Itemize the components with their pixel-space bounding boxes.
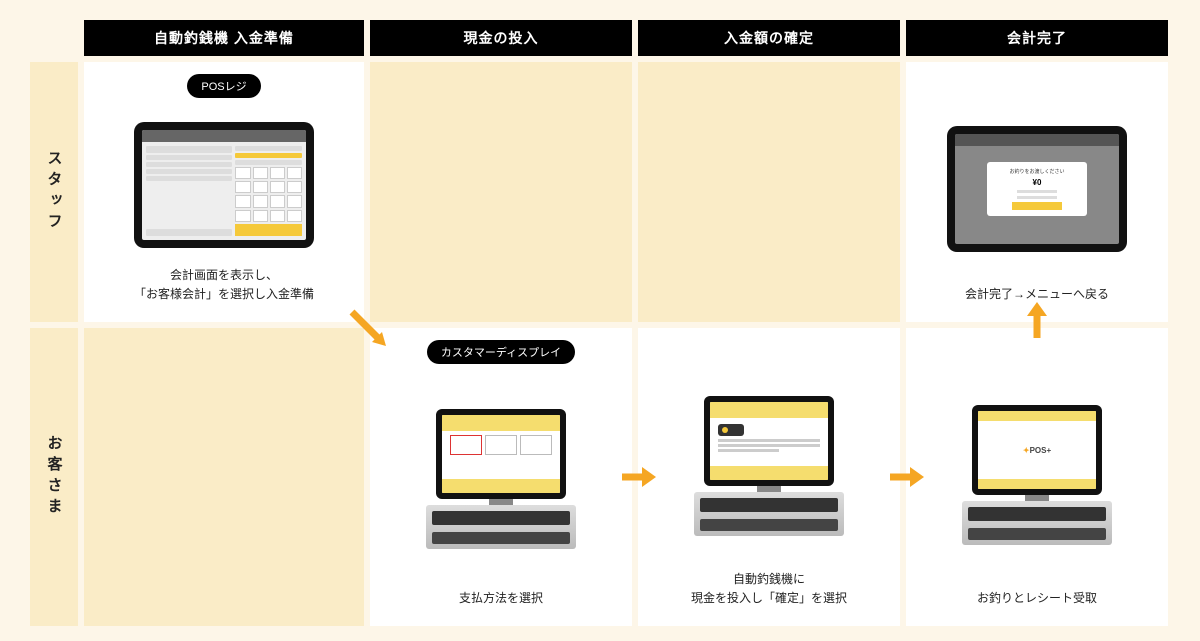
arrow-c2-c3 — [622, 464, 656, 490]
staff-caption-1: 会計画面を表示し、 「お客様会計」を選択し入金準備 — [134, 266, 314, 304]
customer-cell-1 — [84, 328, 364, 626]
customer-display-select — [426, 409, 576, 549]
arrow-c3-c4 — [890, 464, 924, 490]
customer-caption-4: お釣りとレシート受取 — [977, 589, 1097, 608]
staff-cell-2 — [370, 62, 632, 322]
pill-pos: POSレジ — [187, 74, 260, 98]
staff-cell-1: POSレジ — [84, 62, 364, 322]
customer-cell-3: 自動釣銭機に 現金を投入し「確定」を選択 — [638, 328, 900, 626]
pill-customer-display: カスタマーディスプレイ — [427, 340, 575, 364]
header-col-3: 入金額の確定 — [638, 20, 900, 56]
staff-cell-3 — [638, 62, 900, 322]
completion-modal: お釣りをお渡しください ¥0 — [987, 162, 1087, 216]
customer-caption-2: 支払方法を選択 — [459, 589, 543, 608]
flow-grid: 自動釣銭機 入金準備 現金の投入 入金額の確定 会計完了 スタッフ POSレジ — [30, 20, 1170, 626]
row-label-customer: お客さま — [30, 328, 78, 626]
header-col-4: 会計完了 — [906, 20, 1168, 56]
header-col-2: 現金の投入 — [370, 20, 632, 56]
tablet-done: お釣りをお渡しください ¥0 — [947, 126, 1127, 252]
customer-display-receipt: ✦POS+ — [962, 405, 1112, 545]
tablet-pos — [134, 122, 314, 248]
customer-display-insert — [694, 396, 844, 536]
arrow-customer-to-staff — [1024, 302, 1050, 338]
arrow-staff-to-customer — [348, 308, 392, 352]
header-col-1: 自動釣銭機 入金準備 — [84, 20, 364, 56]
staff-cell-4: お釣りをお渡しください ¥0 会計完了→メニューへ戻る — [906, 62, 1168, 322]
row-label-staff: スタッフ — [30, 62, 78, 322]
customer-cell-4: ✦POS+ お釣りとレシート受取 — [906, 328, 1168, 626]
customer-caption-3: 自動釣銭機に 現金を投入し「確定」を選択 — [691, 570, 847, 608]
pos-plus-logo: ✦POS+ — [978, 421, 1096, 479]
corner-empty — [30, 20, 78, 56]
customer-cell-2: カスタマーディスプレイ 支払方法を選択 — [370, 328, 632, 626]
